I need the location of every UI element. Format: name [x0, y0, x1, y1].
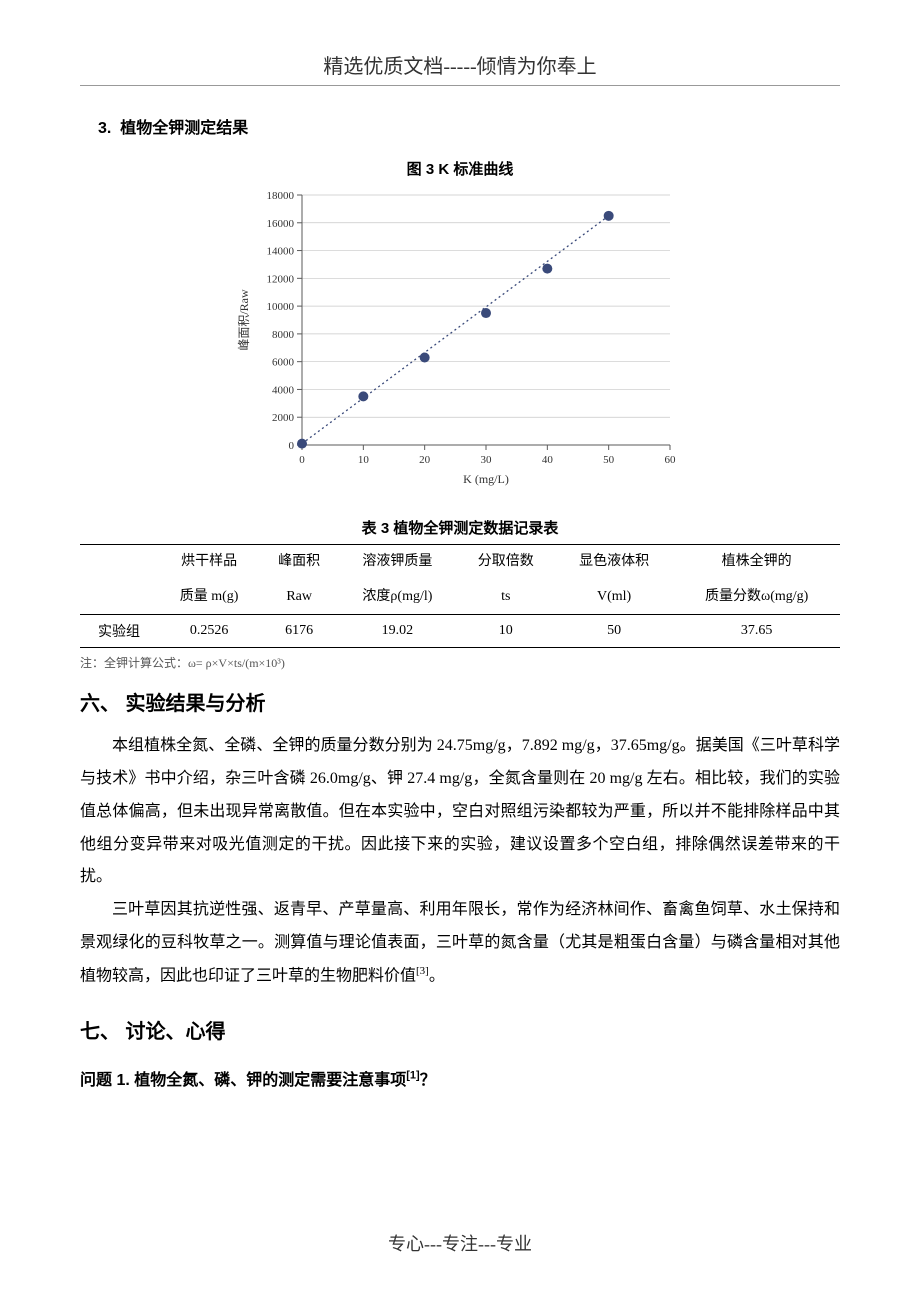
svg-text:0: 0 — [299, 454, 305, 466]
svg-text:14000: 14000 — [267, 246, 295, 258]
col-6-h2: 质量分数ω(mg/g) — [673, 580, 840, 615]
col-3-h1: 溶液钾质量 — [338, 545, 456, 580]
question-1-text: 问题 1. 植物全氮、磷、钾的测定需要注意事项 — [80, 1072, 406, 1089]
col-4-h2: ts — [457, 580, 555, 615]
svg-text:10000: 10000 — [267, 301, 295, 313]
svg-text:4000: 4000 — [272, 384, 295, 396]
ref-1: [1] — [406, 1070, 419, 1082]
ref-3: [3] — [416, 965, 429, 977]
question-1: 问题 1. 植物全氮、磷、钾的测定需要注意事项[1]？ — [80, 1066, 840, 1090]
svg-text:16000: 16000 — [267, 218, 295, 230]
svg-text:K (mg/L): K (mg/L) — [463, 472, 509, 486]
section-6-p2: 三叶草因其抗逆性强、返青早、产草量高、利用年限长，常作为经济林间作、畜禽鱼饲草、… — [80, 894, 840, 993]
col-6-h1: 植株全钾的 — [673, 545, 840, 580]
section-7-heading: 七、 讨论、心得 — [80, 1015, 840, 1044]
cell-rho: 19.02 — [338, 615, 456, 648]
section-6-p2-text: 三叶草因其抗逆性强、返青早、产草量高、利用年限长，常作为经济林间作、畜禽鱼饲草、… — [80, 901, 840, 984]
svg-text:8000: 8000 — [272, 329, 295, 341]
section-3-number: 3. — [98, 120, 111, 137]
cell-mass: 0.2526 — [158, 615, 260, 648]
table-title: 表 3 植物全钾测定数据记录表 — [80, 517, 840, 538]
k-standard-curve-chart: 0 10 20 30 40 50 60 0 2000 4000 6000 8000 10000 12000… — [230, 185, 690, 495]
col-2-h1: 峰面积 — [260, 545, 338, 580]
col-1-h1: 烘干样品 — [158, 545, 260, 580]
section-6-p2-post: 。 — [429, 967, 445, 984]
col-3-h2: 浓度ρ(mg/l) — [338, 580, 456, 615]
col-5-h1: 显色液体积 — [555, 545, 673, 580]
svg-text:60: 60 — [665, 454, 677, 466]
cell-v: 50 — [555, 615, 673, 648]
page-header: 精选优质文档-----倾情为你奉上 — [80, 50, 840, 86]
col-2-h2: Raw — [260, 580, 338, 615]
section-6-heading: 六、 实验结果与分析 — [80, 687, 840, 716]
svg-text:峰面积/Raw: 峰面积/Raw — [237, 289, 251, 351]
col-0-h1 — [80, 545, 158, 580]
page-footer: 专心---专注---专业 — [0, 1230, 920, 1256]
svg-text:12000: 12000 — [267, 273, 295, 285]
svg-text:30: 30 — [481, 454, 493, 466]
col-4-h1: 分取倍数 — [457, 545, 555, 580]
cell-ts: 10 — [457, 615, 555, 648]
question-1-post: ？ — [420, 1072, 436, 1089]
table-note: 注：全钾计算公式：ω= ρ×V×ts/(m×10³) — [80, 654, 840, 671]
svg-text:10: 10 — [358, 454, 370, 466]
cell-raw: 6176 — [260, 615, 338, 648]
svg-text:0: 0 — [289, 440, 295, 452]
section-3-title: 3. 植物全钾测定结果 — [80, 114, 840, 138]
svg-text:40: 40 — [542, 454, 554, 466]
section-6-p1: 本组植株全氮、全磷、全钾的质量分数分别为 24.75mg/g，7.892 mg/… — [80, 730, 840, 894]
row-label: 实验组 — [80, 615, 158, 648]
table-row: 实验组 0.2526 6176 19.02 10 50 37.65 — [80, 615, 840, 648]
chart-title: 图 3 K 标准曲线 — [80, 158, 840, 179]
col-5-h2: V(ml) — [555, 580, 673, 615]
svg-text:2000: 2000 — [272, 412, 295, 424]
cell-omega: 37.65 — [673, 615, 840, 648]
section-3-text: 植物全钾测定结果 — [120, 120, 248, 137]
svg-text:50: 50 — [603, 454, 615, 466]
svg-text:20: 20 — [419, 454, 431, 466]
k-data-table: 烘干样品 峰面积 溶液钾质量 分取倍数 显色液体积 植株全钾的 质量 m(g) … — [80, 544, 840, 648]
col-1-h2: 质量 m(g) — [158, 580, 260, 615]
col-0-h2 — [80, 580, 158, 615]
svg-text:6000: 6000 — [272, 357, 295, 369]
svg-text:18000: 18000 — [267, 190, 295, 202]
chart-container: 0 10 20 30 40 50 60 0 2000 4000 6000 8000 10000 12000… — [80, 185, 840, 495]
